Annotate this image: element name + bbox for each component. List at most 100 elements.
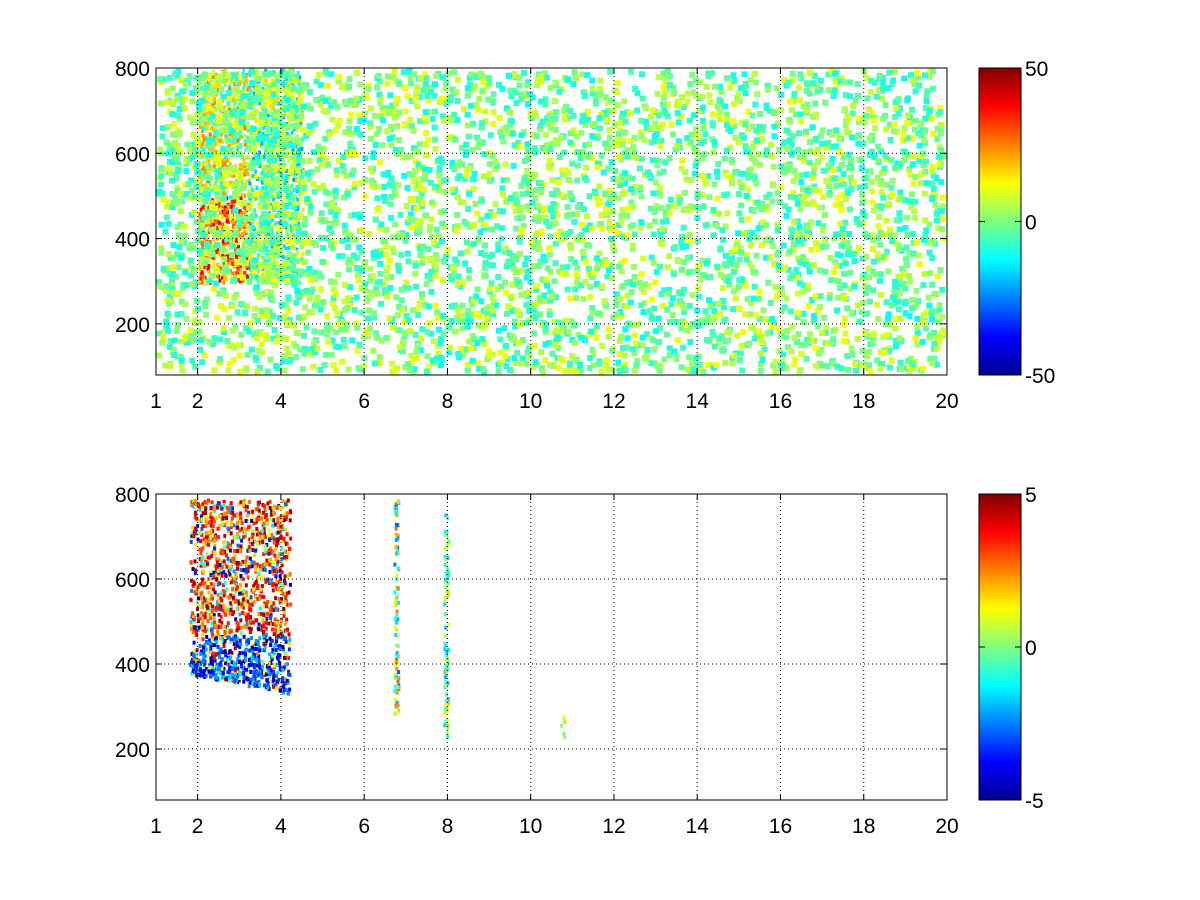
top-heatmap-cell (224, 241, 228, 246)
top-heatmap-cell (307, 277, 314, 284)
top-heatmap-cell (925, 294, 932, 301)
top-heatmap-cell (538, 349, 545, 356)
top-heatmap-cell (929, 168, 936, 175)
top-heatmap-cell (297, 268, 304, 275)
top-heatmap-cell (766, 191, 773, 198)
top-heatmap-cell (577, 155, 584, 162)
top-heatmap-cell (242, 124, 246, 129)
top-heatmap-cell (475, 106, 482, 113)
top-heatmap-cell (441, 208, 448, 215)
top-heatmap-cell (319, 94, 326, 101)
top-heatmap-cell (828, 131, 835, 138)
top-heatmap-cell (536, 126, 543, 133)
top-heatmap-cell (246, 275, 250, 280)
top-heatmap-cell (333, 367, 340, 374)
top-heatmap-cell (303, 82, 310, 89)
top-heatmap-cell (500, 191, 506, 198)
top-heatmap-cell (303, 324, 310, 331)
top-heatmap-cell (240, 134, 244, 139)
top-heatmap-cell (518, 292, 525, 299)
top-heatmap-cell (561, 113, 568, 119)
top-heatmap-cell (383, 267, 390, 274)
top-heatmap-cell (906, 368, 913, 375)
top-heatmap-cell (243, 169, 247, 174)
top-heatmap-cell (221, 162, 225, 167)
top-heatmap-cell (829, 155, 836, 162)
top-heatmap-cell (190, 131, 197, 138)
top-heatmap-cell (294, 149, 298, 154)
top-heatmap-cell (295, 249, 299, 254)
top-heatmap-cell (872, 271, 879, 278)
top-heatmap-cell (859, 191, 866, 198)
top-heatmap-cell (795, 146, 801, 153)
top-heatmap-cell (432, 302, 439, 309)
top-heatmap-cell (720, 298, 727, 304)
top-heatmap-cell (200, 142, 204, 146)
top-heatmap-cell (482, 108, 489, 115)
top-heatmap-cell (519, 191, 526, 198)
top-heatmap-cell (199, 359, 206, 366)
top-heatmap-cell (845, 366, 851, 373)
top-heatmap-cell (552, 260, 559, 267)
top-heatmap-cell (657, 184, 664, 191)
top-heatmap-cell (310, 181, 317, 188)
top-heatmap-cell (295, 314, 302, 321)
top-heatmap-cell (250, 225, 254, 230)
top-heatmap-cell (615, 222, 622, 228)
top-heatmap-cell (398, 251, 405, 258)
top-heatmap-cell (503, 363, 510, 370)
top-heatmap-cell (418, 336, 424, 343)
top-heatmap-cell (386, 135, 393, 142)
top-heatmap-cell (376, 279, 383, 285)
top-heatmap-cell (489, 310, 496, 317)
top-heatmap-cell (820, 223, 827, 230)
top-heatmap-cell (828, 160, 835, 167)
top-heatmap-cell (210, 176, 214, 180)
top-heatmap-cell (249, 267, 253, 272)
top-heatmap-cell (914, 341, 921, 348)
top-heatmap-cell (858, 165, 865, 172)
top-heatmap-cell (213, 100, 217, 105)
top-heatmap-cell (403, 312, 410, 319)
top-heatmap-cell (763, 194, 770, 201)
top-heatmap-cell (196, 195, 203, 202)
top-heatmap-cell (433, 355, 440, 362)
top-heatmap-cell (684, 254, 691, 261)
top-heatmap-cell (229, 195, 232, 200)
top-heatmap-cell (536, 263, 542, 270)
top-heatmap-cell (717, 116, 724, 123)
top-heatmap-cell (380, 282, 387, 289)
top-heatmap-cell (284, 246, 288, 251)
top-heatmap-cell (165, 123, 172, 130)
top-heatmap-cell (210, 200, 214, 205)
top-heatmap-cell (232, 207, 239, 214)
top-heatmap-cell (889, 81, 896, 88)
top-heatmap-cell (731, 123, 738, 130)
top-heatmap-cell (188, 195, 195, 202)
top-heatmap-cell (228, 84, 232, 89)
top-heatmap-cell (176, 198, 183, 205)
top-heatmap-cell (797, 97, 804, 104)
top-heatmap-cell (818, 132, 824, 139)
top-heatmap-cell (524, 190, 531, 197)
top-heatmap-cell (556, 154, 563, 161)
top-heatmap-cell (878, 189, 885, 196)
top-heatmap-cell (388, 215, 395, 221)
top-heatmap-cell (580, 89, 587, 96)
top-heatmap-cell (262, 219, 269, 226)
top-heatmap-cell (486, 80, 493, 87)
top-heatmap-cell (238, 233, 242, 238)
top-heatmap-cell (893, 315, 900, 322)
top-heatmap-cell (887, 136, 894, 143)
top-heatmap-cell (631, 367, 638, 374)
top-heatmap-cell (790, 98, 797, 105)
top-heatmap-cell (283, 301, 290, 308)
top-heatmap-cell (347, 131, 354, 138)
top-heatmap-cell (282, 136, 288, 143)
top-heatmap-cell (303, 287, 310, 294)
top-heatmap-cell (595, 201, 602, 208)
top-heatmap-cell (511, 72, 518, 79)
top-heatmap-cell (237, 124, 244, 131)
top-heatmap-cell (238, 128, 242, 133)
top-heatmap-cell (370, 347, 377, 354)
